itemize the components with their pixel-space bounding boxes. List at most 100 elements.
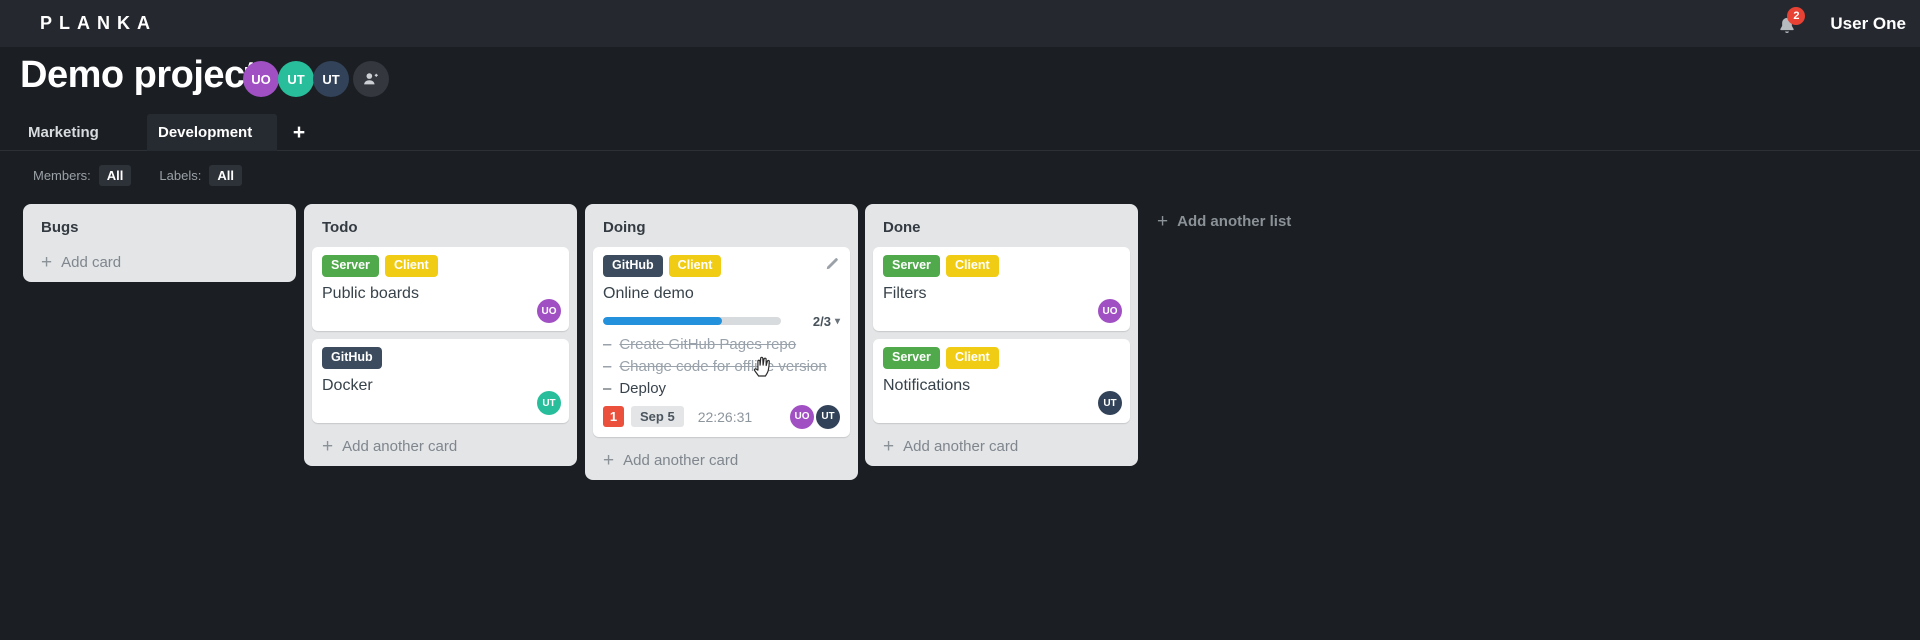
add-card-button[interactable]: + Add another card bbox=[593, 445, 850, 470]
list-title[interactable]: Done bbox=[883, 219, 921, 236]
label-client[interactable]: Client bbox=[668, 255, 722, 277]
labels-filter-value[interactable]: All bbox=[209, 165, 242, 186]
add-member-button[interactable] bbox=[353, 61, 389, 97]
avatar[interactable]: UT bbox=[537, 391, 561, 415]
avatar[interactable]: UT bbox=[278, 61, 314, 97]
add-board-button[interactable]: + bbox=[277, 114, 321, 151]
card-docker[interactable]: GitHub Docker UT bbox=[312, 339, 569, 423]
card-title: Public boards bbox=[322, 284, 419, 302]
task-bullet: – bbox=[603, 379, 612, 397]
label-server[interactable]: Server bbox=[322, 255, 379, 277]
avatar[interactable]: UO bbox=[537, 299, 561, 323]
add-list-button[interactable]: + Add another list bbox=[1157, 212, 1291, 231]
card-meta-row: 1 Sep 5 22:26:31 UO UT bbox=[603, 404, 840, 429]
task-bullet: – bbox=[603, 357, 612, 375]
plus-icon: + bbox=[41, 252, 53, 273]
card-public-boards[interactable]: Server Client Public boards UO bbox=[312, 247, 569, 331]
topbar-right: 2 User One bbox=[1776, 6, 1906, 37]
list-bugs: Bugs + Add card bbox=[23, 204, 296, 282]
label-client[interactable]: Client bbox=[945, 255, 999, 277]
avatar[interactable]: UT bbox=[313, 61, 349, 97]
card-title: Docker bbox=[322, 376, 373, 394]
card-title: Online demo bbox=[603, 284, 694, 302]
card-title: Filters bbox=[883, 284, 927, 302]
tabs-divider bbox=[0, 150, 1920, 151]
card-online-demo[interactable]: GitHub Client Online demo 2/3 ▾ – Create… bbox=[593, 247, 850, 437]
add-card-button[interactable]: + Add another card bbox=[873, 431, 1130, 456]
plus-icon: + bbox=[1157, 211, 1169, 232]
labels-row: GitHub Client bbox=[603, 255, 840, 277]
plus-icon: + bbox=[292, 120, 306, 144]
add-card-label: Add another card bbox=[623, 451, 739, 469]
list-title[interactable]: Doing bbox=[603, 219, 646, 236]
project-members: UO UT UT bbox=[243, 61, 389, 97]
tab-marketing[interactable]: Marketing bbox=[28, 124, 99, 141]
add-card-label: Add another card bbox=[903, 438, 1019, 455]
labels-row: Server Client bbox=[883, 255, 1120, 277]
add-list-label: Add another list bbox=[1177, 213, 1292, 230]
list-doing: Doing GitHub Client Online demo 2/3 ▾ – … bbox=[585, 204, 858, 480]
board-tabs: Marketing Development + bbox=[17, 114, 321, 151]
timer-value[interactable]: 22:26:31 bbox=[697, 408, 753, 425]
label-github[interactable]: GitHub bbox=[603, 255, 663, 277]
add-card-label: Add another card bbox=[342, 438, 458, 455]
due-date-badge[interactable]: Sep 5 bbox=[631, 406, 684, 428]
card-title: Notifications bbox=[883, 376, 971, 394]
notification-count-badge: 2 bbox=[1787, 6, 1806, 25]
task-text: Deploy bbox=[619, 379, 667, 397]
progress-bar-fill bbox=[603, 317, 722, 326]
labels-row: Server Client bbox=[883, 347, 1120, 369]
user-menu[interactable]: User One bbox=[1830, 13, 1906, 33]
hand-cursor-icon bbox=[750, 352, 774, 383]
label-server[interactable]: Server bbox=[883, 255, 940, 277]
add-card-button[interactable]: + Add card bbox=[31, 247, 288, 272]
task-text: Create GitHub Pages repo bbox=[619, 335, 797, 353]
task-bullet: – bbox=[603, 335, 612, 353]
list-done: Done Server Client Filters UO Server Cli… bbox=[865, 204, 1138, 466]
labels-row: Server Client bbox=[322, 255, 559, 277]
task-item[interactable]: – Change code for offline version bbox=[603, 356, 840, 378]
task-item[interactable]: – Deploy bbox=[603, 378, 840, 400]
label-client[interactable]: Client bbox=[945, 347, 999, 369]
card-notifications[interactable]: Server Client Notifications UT bbox=[873, 339, 1130, 423]
planka-logo: PLANKA bbox=[40, 13, 157, 33]
label-github[interactable]: GitHub bbox=[322, 347, 382, 369]
progress-bar-track bbox=[603, 317, 781, 326]
page-title: Demo project bbox=[20, 54, 257, 96]
members-filter-value[interactable]: All bbox=[98, 165, 132, 186]
task-progress: 2/3 ▾ bbox=[603, 314, 840, 329]
pencil-icon bbox=[826, 258, 838, 270]
plus-icon: + bbox=[322, 436, 334, 457]
top-bar: PLANKA 2 User One bbox=[0, 0, 1920, 47]
card-assignees: UO UT bbox=[790, 404, 840, 429]
avatar[interactable]: UO bbox=[790, 404, 814, 429]
add-user-icon bbox=[364, 73, 378, 85]
avatar[interactable]: UT bbox=[1098, 391, 1122, 415]
edit-card-button[interactable] bbox=[825, 256, 840, 276]
task-item[interactable]: – Create GitHub Pages repo bbox=[603, 334, 840, 356]
card-filters[interactable]: Server Client Filters UO bbox=[873, 247, 1130, 331]
avatar[interactable]: UT bbox=[816, 404, 840, 429]
add-card-button[interactable]: + Add another card bbox=[312, 431, 569, 456]
progress-count: 2/3 bbox=[812, 313, 831, 329]
plus-icon: + bbox=[883, 436, 895, 457]
avatar[interactable]: UO bbox=[1098, 299, 1122, 323]
list-title[interactable]: Bugs bbox=[41, 219, 79, 236]
notification-due-badge[interactable]: 1 bbox=[603, 406, 624, 428]
members-filter-label: Members: bbox=[33, 168, 91, 183]
add-card-label: Add card bbox=[61, 254, 122, 271]
avatar[interactable]: UO bbox=[243, 61, 279, 97]
chevron-down-icon: ▾ bbox=[834, 315, 840, 327]
tab-development[interactable]: Development bbox=[147, 114, 277, 151]
list-title[interactable]: Todo bbox=[322, 219, 358, 236]
label-server[interactable]: Server bbox=[883, 347, 940, 369]
notifications-button[interactable]: 2 bbox=[1776, 6, 1806, 37]
plus-icon: + bbox=[603, 449, 615, 471]
labels-filter-label: Labels: bbox=[159, 168, 202, 183]
task-list: – Create GitHub Pages repo – Change code… bbox=[603, 334, 840, 400]
list-todo: Todo Server Client Public boards UO GitH… bbox=[304, 204, 577, 466]
label-client[interactable]: Client bbox=[384, 255, 438, 277]
filter-bar: Members: All Labels: All bbox=[33, 165, 242, 186]
progress-toggle[interactable]: 2/3 ▾ bbox=[813, 314, 840, 329]
labels-row: GitHub bbox=[322, 347, 559, 369]
